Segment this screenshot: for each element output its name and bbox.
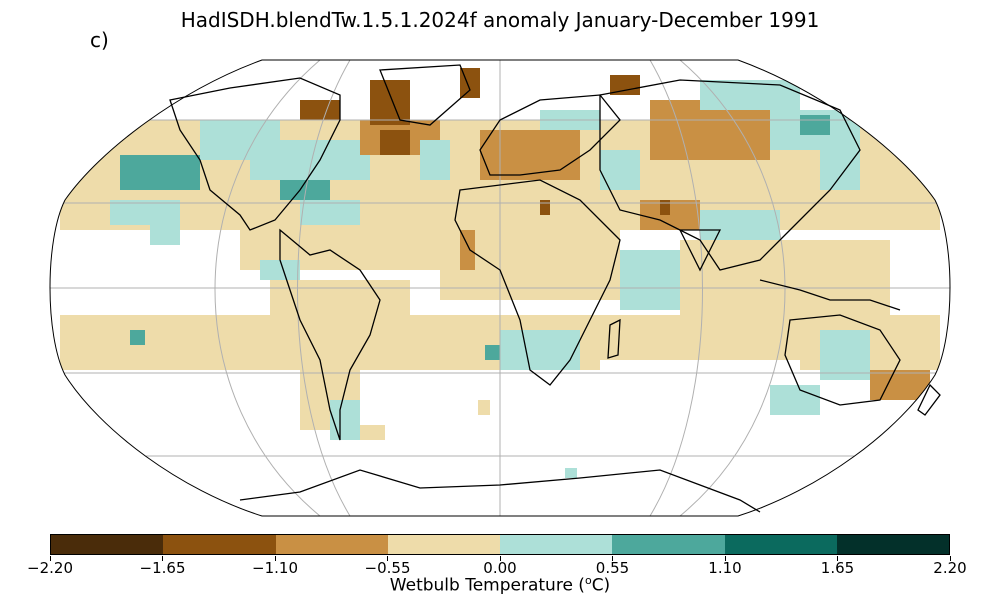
anomaly-cell bbox=[260, 260, 300, 280]
anomaly-cell bbox=[500, 330, 580, 370]
anomaly-cell bbox=[800, 115, 830, 135]
globe-outline bbox=[49, 59, 951, 517]
anomaly-cell bbox=[120, 155, 200, 190]
colorbar-tick bbox=[949, 556, 951, 561]
colorbar-tick bbox=[162, 556, 163, 561]
colorbar-tick bbox=[837, 556, 838, 561]
coastline-indonesia bbox=[759, 279, 901, 311]
colorbar-segment bbox=[724, 535, 837, 554]
colorbar-tick-label: 0.55 bbox=[595, 559, 630, 577]
graticule bbox=[50, 60, 950, 516]
colorbar-tick-label: 0.00 bbox=[483, 559, 517, 577]
coastline-greenland bbox=[379, 64, 471, 126]
anomaly-cell bbox=[300, 200, 360, 225]
anomaly-cell bbox=[700, 80, 800, 110]
coastline-africa bbox=[454, 179, 621, 386]
colorbar-tick-label: 2.20 bbox=[933, 559, 967, 577]
coastline-north-america bbox=[169, 77, 341, 231]
figure-title: HadISDH.blendTw.1.5.1.2024f anomaly Janu… bbox=[180, 8, 820, 32]
anomaly-cell bbox=[480, 130, 580, 180]
anomaly-cell bbox=[270, 280, 410, 320]
anomaly-cell bbox=[540, 200, 550, 215]
colorbar-tick bbox=[49, 556, 51, 561]
anomaly-cell bbox=[770, 385, 820, 415]
colorbar-segment bbox=[836, 535, 949, 554]
colorbar-segment bbox=[51, 535, 164, 554]
anomaly-cell bbox=[300, 100, 340, 120]
colorbar-tick bbox=[274, 556, 276, 561]
anomaly-cell bbox=[660, 200, 670, 215]
anomaly-cell bbox=[110, 200, 180, 225]
colorbar-segment bbox=[387, 535, 500, 554]
colorbar-tick-label: 1.65 bbox=[820, 559, 855, 577]
colorbar-tick bbox=[724, 556, 726, 561]
anomaly-cell bbox=[330, 400, 360, 440]
coastline-madagascar bbox=[607, 318, 621, 359]
panel-label: c) bbox=[90, 28, 109, 52]
anomaly-cell bbox=[380, 130, 410, 155]
coastline-south-america bbox=[279, 228, 381, 441]
coastline-antarctica bbox=[239, 469, 761, 513]
coastline-india bbox=[678, 229, 722, 272]
colorbar-segment bbox=[612, 535, 725, 554]
colorbar bbox=[50, 534, 950, 555]
colorbar-tick-label: −1.65 bbox=[139, 559, 186, 577]
world-map bbox=[49, 59, 951, 517]
anomaly-cell bbox=[485, 345, 500, 360]
anomaly-cell bbox=[620, 250, 680, 310]
anomaly-cell bbox=[250, 140, 370, 180]
anomaly-cell bbox=[370, 80, 410, 125]
colorbar-segment bbox=[500, 535, 613, 554]
anomaly-cell bbox=[600, 150, 640, 190]
coastline-australia bbox=[784, 314, 901, 406]
anomaly-cell bbox=[460, 68, 480, 98]
anomaly-cell bbox=[610, 75, 640, 95]
anomaly-cell bbox=[478, 400, 490, 415]
colorbar-segment bbox=[163, 535, 276, 554]
colorbar-tick-label: 1.10 bbox=[708, 559, 742, 577]
colorbar-tick bbox=[499, 556, 501, 561]
anomaly-cell bbox=[620, 330, 660, 360]
anomaly-grid bbox=[60, 68, 940, 478]
colorbar-segment bbox=[275, 535, 388, 554]
anomaly-cell bbox=[820, 150, 860, 190]
anomaly-cell bbox=[360, 425, 385, 440]
colorbar-tick-label: −0.55 bbox=[364, 559, 411, 577]
anomaly-cell bbox=[565, 468, 577, 478]
anomaly-cell bbox=[130, 330, 145, 345]
anomaly-cell bbox=[460, 230, 475, 270]
colorbar-tick-label: −1.10 bbox=[252, 559, 298, 577]
anomaly-cell bbox=[870, 370, 930, 400]
coastline-new-zealand bbox=[917, 383, 941, 416]
colorbar-tick bbox=[387, 556, 388, 561]
anomaly-cell bbox=[820, 330, 870, 380]
anomaly-cell bbox=[420, 140, 450, 180]
anomaly-cell bbox=[150, 225, 180, 245]
coastlines bbox=[169, 64, 941, 513]
colorbar-tick bbox=[612, 556, 613, 561]
colorbar-tick-label: −2.20 bbox=[27, 559, 73, 577]
colorbar-title: Wetbulb Temperature (oC) bbox=[389, 574, 611, 596]
coastline-asia bbox=[599, 79, 861, 271]
coastline-europe bbox=[479, 94, 621, 176]
